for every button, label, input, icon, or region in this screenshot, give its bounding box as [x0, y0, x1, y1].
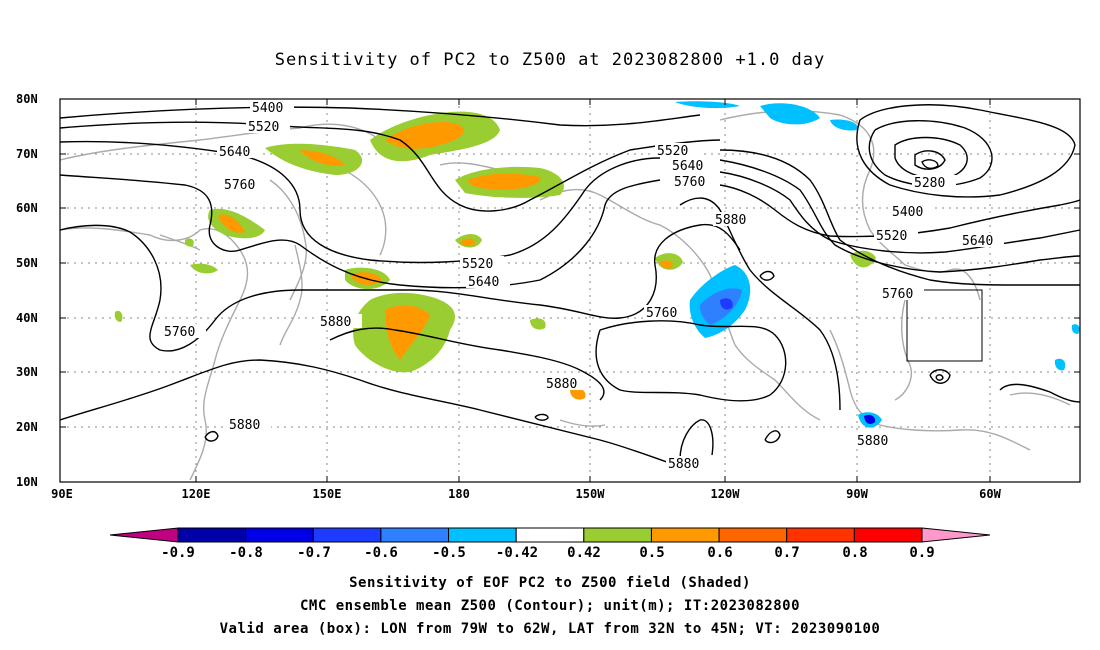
- lat-label: 30N: [16, 365, 38, 379]
- colorbar-swatch: [650, 527, 720, 543]
- colorbar-label: 0.7: [774, 545, 800, 561]
- colorbar-swatch: [583, 527, 652, 543]
- contour-label: 5880: [320, 315, 351, 330]
- contour-label: 5760: [674, 175, 705, 190]
- lon-label: 90W: [846, 487, 868, 501]
- lon-label: 120W: [710, 487, 740, 501]
- contour-label-group: 5400 5520 5640 5760 5880 5520 5640 5760 …: [164, 101, 994, 472]
- colorbar-right-arrow: [921, 527, 991, 543]
- lat-label: 50N: [16, 256, 38, 270]
- colorbar-swatch: [853, 527, 923, 543]
- colorbar-swatch: [380, 527, 450, 543]
- colorbar-label: -0.5: [432, 545, 466, 561]
- lon-label: 120E: [181, 487, 211, 501]
- contour-label: 5640: [468, 275, 499, 290]
- colorbar-label: 0.9: [909, 545, 935, 561]
- contour-label: 5520: [876, 229, 907, 244]
- caption-line-3: Valid area (box): LON from 79W to 62W, L…: [219, 621, 881, 637]
- tick-marks: [60, 98, 1080, 483]
- contour-label: 5760: [164, 325, 195, 340]
- plot-area: 5400 5520 5640 5760 5880 5520 5640 5760 …: [59, 98, 1081, 483]
- contour-label: 5880: [715, 213, 746, 228]
- colorbar-label: -0.7: [297, 545, 331, 561]
- lon-label: 150E: [312, 487, 342, 501]
- lat-label: 60N: [16, 201, 38, 215]
- contour-label: 5520: [657, 144, 688, 159]
- colorbar-label: -0.9: [161, 545, 195, 561]
- colorbar-label: 0.8: [842, 545, 868, 561]
- colorbar-label: 0.5: [639, 545, 665, 561]
- lon-label: 60W: [979, 487, 1001, 501]
- contour-label: 5400: [892, 205, 923, 220]
- colorbar-label: -0.6: [364, 545, 398, 561]
- contour-label: 5880: [229, 418, 260, 433]
- contour-label: 5640: [219, 145, 250, 160]
- colorbar-label: 0.6: [707, 545, 733, 561]
- lat-label: 80N: [16, 92, 38, 106]
- contour-label: 5760: [646, 306, 677, 321]
- colorbar-swatch: [718, 527, 788, 543]
- contour-label: 5880: [546, 377, 577, 392]
- caption-line-1: Sensitivity of EOF PC2 to Z500 field (Sh…: [349, 575, 751, 591]
- caption-line-2: CMC ensemble mean Z500 (Contour); unit(m…: [299, 598, 800, 614]
- contour-label: 5520: [248, 120, 279, 135]
- lat-label: 40N: [16, 311, 38, 325]
- lat-label: 10N: [16, 475, 38, 489]
- colorbar-swatch: [245, 527, 314, 543]
- colorbar-swatch: [515, 527, 585, 543]
- contour-label: 5880: [668, 457, 699, 472]
- lon-label: 150W: [575, 487, 605, 501]
- lon-label: 180: [448, 487, 470, 501]
- colorbar-swatch: [448, 527, 517, 543]
- contour-label: 5400: [252, 101, 283, 116]
- colorbar-swatch: [177, 527, 247, 543]
- contour-label: 5760: [882, 287, 913, 302]
- contour-label: 5880: [857, 434, 888, 449]
- contour-label: 5640: [672, 159, 703, 174]
- contour-label: 5520: [462, 257, 493, 272]
- colorbar-left-arrow: [109, 527, 179, 543]
- valid-area-box: [906, 289, 983, 362]
- contour-label: 5760: [224, 178, 255, 193]
- colorbar: [109, 527, 991, 543]
- colorbar-label: -0.42: [495, 545, 539, 561]
- contour-label: 5280: [914, 176, 945, 191]
- lat-label: 20N: [16, 420, 38, 434]
- colorbar-label: 0.42: [567, 545, 601, 561]
- lon-label: 90E: [51, 487, 73, 501]
- contour-label: 5640: [962, 234, 993, 249]
- coastlines: [59, 110, 1071, 481]
- lat-label: 70N: [16, 147, 38, 161]
- colorbar-swatch: [786, 527, 855, 543]
- colorbar-swatch: [312, 527, 382, 543]
- colorbar-label: -0.8: [229, 545, 263, 561]
- map-title: Sensitivity of PC2 to Z500 at 2023082800…: [274, 50, 826, 70]
